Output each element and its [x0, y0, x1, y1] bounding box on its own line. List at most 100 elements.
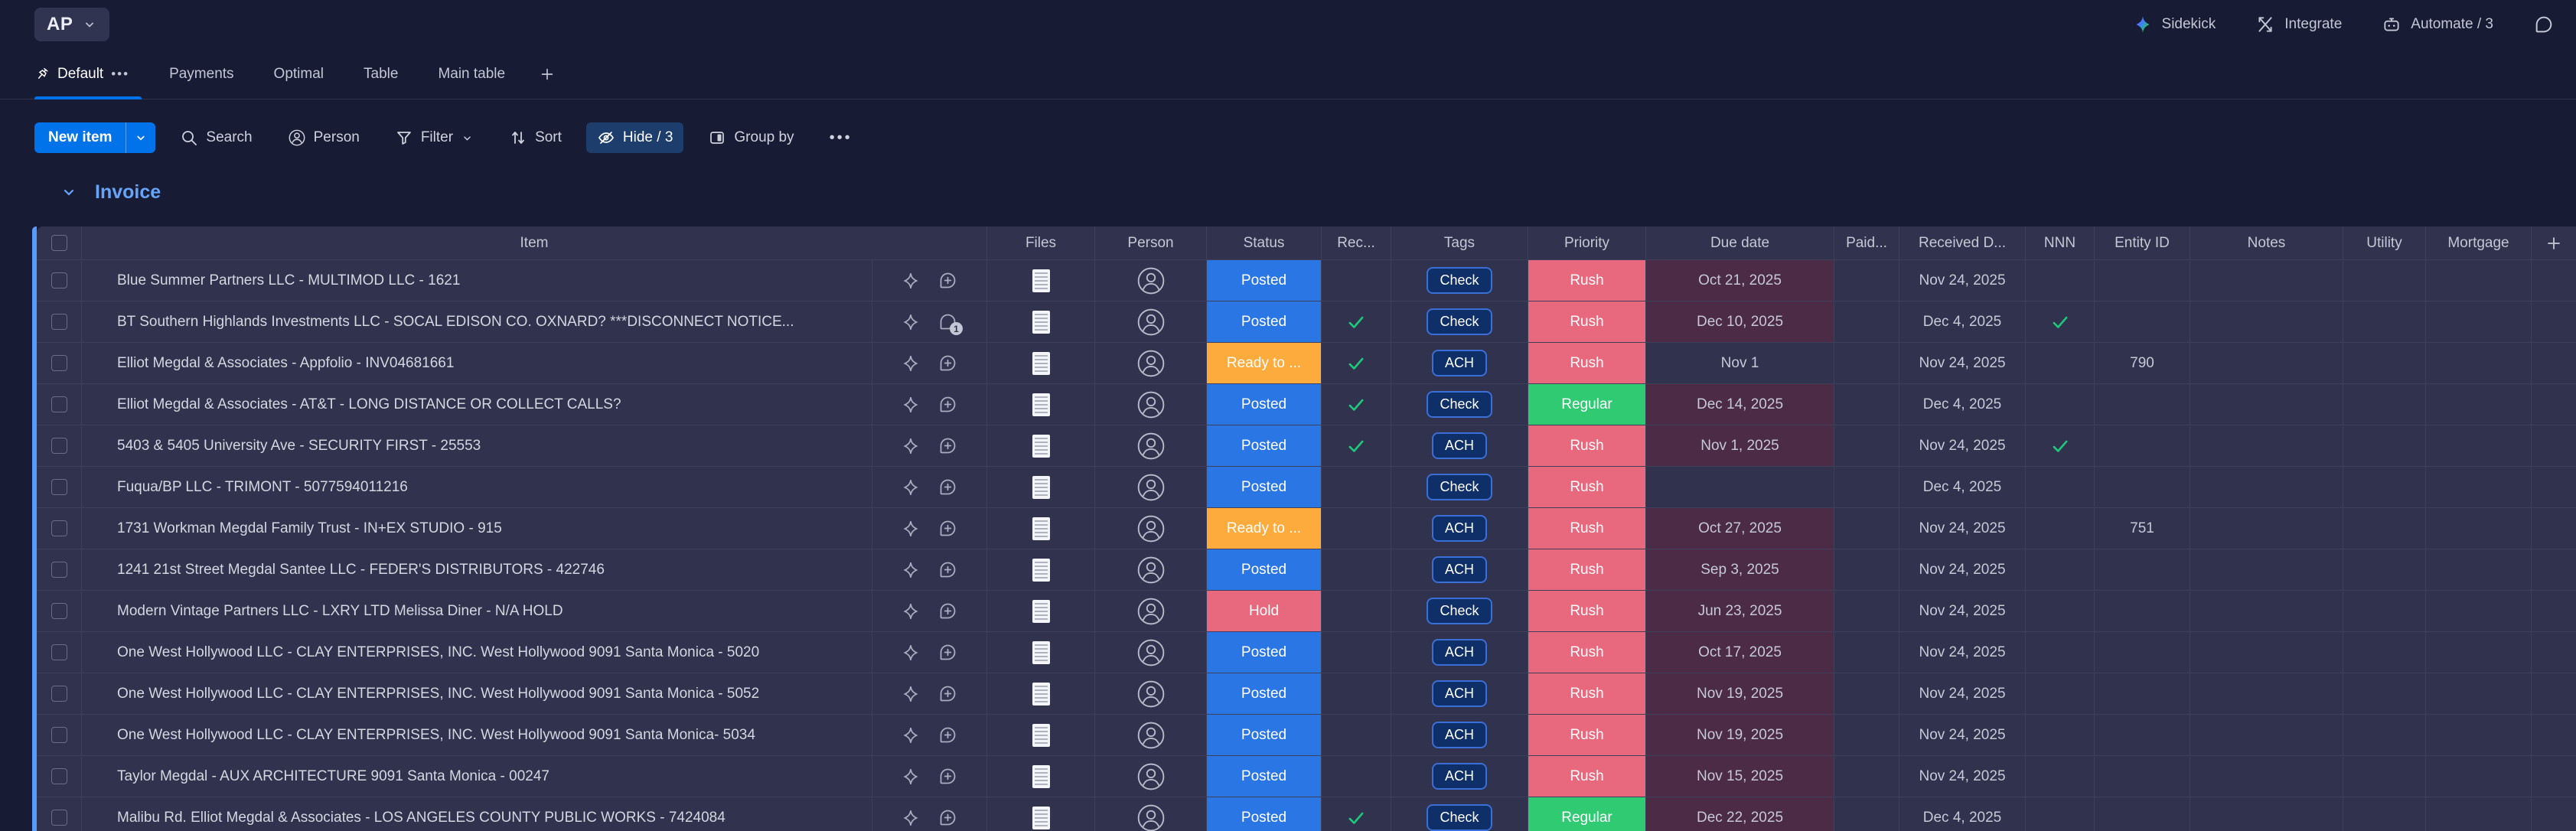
- tags-cell[interactable]: ACH: [1391, 632, 1528, 673]
- item-name-cell[interactable]: Elliot Megdal & Associates - Appfolio - …: [82, 343, 872, 384]
- utility-cell[interactable]: [2343, 260, 2426, 301]
- add-update-icon[interactable]: [937, 807, 958, 828]
- item-name-cell[interactable]: Taylor Megdal - AUX ARCHITECTURE 9091 Sa…: [82, 756, 872, 797]
- received-date-cell[interactable]: Dec 4, 2025: [1899, 301, 2026, 343]
- tag-pill[interactable]: ACH: [1431, 556, 1487, 583]
- mortgage-cell[interactable]: [2426, 591, 2532, 632]
- sparkle-icon[interactable]: [901, 271, 921, 291]
- status-cell[interactable]: Posted: [1207, 301, 1322, 343]
- received-date-cell[interactable]: Nov 24, 2025: [1899, 673, 2026, 715]
- notes-cell[interactable]: [2190, 715, 2343, 756]
- notes-cell[interactable]: [2190, 756, 2343, 797]
- tags-cell[interactable]: Check: [1391, 591, 1528, 632]
- row-checkbox[interactable]: [51, 644, 67, 660]
- person-cell[interactable]: [1095, 549, 1207, 591]
- group-collapse-icon[interactable]: [60, 183, 78, 201]
- add-update-icon[interactable]: [937, 725, 958, 745]
- file-thumbnail[interactable]: [1032, 723, 1050, 747]
- status-cell[interactable]: Posted: [1207, 797, 1322, 831]
- mortgage-cell[interactable]: [2426, 508, 2532, 549]
- item-name-cell[interactable]: BT Southern Highlands Investments LLC - …: [82, 301, 872, 343]
- received-date-cell[interactable]: Nov 24, 2025: [1899, 343, 2026, 384]
- priority-cell[interactable]: Rush: [1528, 301, 1646, 343]
- tags-cell[interactable]: Check: [1391, 797, 1528, 831]
- file-thumbnail[interactable]: [1032, 475, 1050, 499]
- paid-cell[interactable]: [1834, 384, 1899, 425]
- search-button[interactable]: Search: [169, 122, 262, 153]
- group-by-button[interactable]: Group by: [697, 122, 804, 153]
- priority-cell[interactable]: Regular: [1528, 384, 1646, 425]
- status-cell[interactable]: Posted: [1207, 756, 1322, 797]
- rec-cell[interactable]: [1322, 384, 1391, 425]
- priority-cell[interactable]: Rush: [1528, 343, 1646, 384]
- utility-cell[interactable]: [2343, 467, 2426, 508]
- rec-cell[interactable]: [1322, 632, 1391, 673]
- sparkle-icon[interactable]: [901, 767, 921, 787]
- due-date-cell[interactable]: Oct 21, 2025: [1646, 260, 1834, 301]
- utility-cell[interactable]: [2343, 591, 2426, 632]
- files-cell[interactable]: [987, 301, 1095, 343]
- due-date-cell[interactable]: [1646, 467, 1834, 508]
- due-date-cell[interactable]: Nov 19, 2025: [1646, 715, 1834, 756]
- row-checkbox[interactable]: [51, 810, 67, 826]
- add-update-icon[interactable]: [937, 601, 958, 621]
- tab-payments[interactable]: Payments: [169, 65, 234, 82]
- received-date-cell[interactable]: Dec 4, 2025: [1899, 467, 2026, 508]
- row-checkbox[interactable]: [51, 562, 67, 578]
- person-cell[interactable]: [1095, 384, 1207, 425]
- file-thumbnail[interactable]: [1032, 517, 1050, 540]
- mortgage-cell[interactable]: [2426, 756, 2532, 797]
- item-name-cell[interactable]: One West Hollywood LLC - CLAY ENTERPRISE…: [82, 632, 872, 673]
- entity-id-cell[interactable]: [2095, 384, 2190, 425]
- notes-cell[interactable]: [2190, 508, 2343, 549]
- priority-cell[interactable]: Rush: [1528, 632, 1646, 673]
- sparkle-icon[interactable]: [901, 395, 921, 415]
- tags-cell[interactable]: ACH: [1391, 508, 1528, 549]
- notes-cell[interactable]: [2190, 673, 2343, 715]
- tags-cell[interactable]: Check: [1391, 260, 1528, 301]
- add-update-icon[interactable]: [937, 766, 958, 787]
- notes-cell[interactable]: [2190, 384, 2343, 425]
- add-update-icon[interactable]: [937, 559, 958, 580]
- add-update-icon[interactable]: [937, 642, 958, 663]
- nnn-cell[interactable]: [2026, 467, 2095, 508]
- files-cell[interactable]: [987, 508, 1095, 549]
- item-name-cell[interactable]: Blue Summer Partners LLC - MULTIMOD LLC …: [82, 260, 872, 301]
- filter-button[interactable]: Filter: [384, 122, 484, 153]
- column-header-files[interactable]: Files: [987, 226, 1095, 260]
- priority-cell[interactable]: Rush: [1528, 591, 1646, 632]
- add-update-icon[interactable]: [937, 394, 958, 415]
- column-header-utility[interactable]: Utility: [2343, 226, 2426, 260]
- column-header-status[interactable]: Status: [1207, 226, 1322, 260]
- nnn-cell[interactable]: [2026, 715, 2095, 756]
- nnn-cell[interactable]: [2026, 425, 2095, 467]
- due-date-cell[interactable]: Dec 10, 2025: [1646, 301, 1834, 343]
- sparkle-icon[interactable]: [901, 808, 921, 828]
- nnn-cell[interactable]: [2026, 343, 2095, 384]
- integrate-button[interactable]: Integrate: [2255, 15, 2342, 34]
- paid-cell[interactable]: [1834, 632, 1899, 673]
- files-cell[interactable]: [987, 756, 1095, 797]
- item-name-cell[interactable]: 1731 Workman Megdal Family Trust - IN+EX…: [82, 508, 872, 549]
- received-date-cell[interactable]: Nov 24, 2025: [1899, 715, 2026, 756]
- notes-cell[interactable]: [2190, 425, 2343, 467]
- paid-cell[interactable]: [1834, 467, 1899, 508]
- mortgage-cell[interactable]: [2426, 260, 2532, 301]
- received-date-cell[interactable]: Nov 24, 2025: [1899, 591, 2026, 632]
- rec-cell[interactable]: [1322, 260, 1391, 301]
- tag-pill[interactable]: Check: [1427, 267, 1492, 294]
- person-cell[interactable]: [1095, 797, 1207, 831]
- file-thumbnail[interactable]: [1032, 434, 1050, 458]
- tags-cell[interactable]: ACH: [1391, 756, 1528, 797]
- paid-cell[interactable]: [1834, 549, 1899, 591]
- due-date-cell[interactable]: Jun 23, 2025: [1646, 591, 1834, 632]
- row-checkbox[interactable]: [51, 438, 67, 454]
- files-cell[interactable]: [987, 715, 1095, 756]
- files-cell[interactable]: [987, 591, 1095, 632]
- entity-id-cell[interactable]: [2095, 673, 2190, 715]
- nnn-cell[interactable]: [2026, 549, 2095, 591]
- column-header-rec[interactable]: Rec...: [1322, 226, 1391, 260]
- status-cell[interactable]: Posted: [1207, 673, 1322, 715]
- row-checkbox[interactable]: [51, 479, 67, 495]
- mortgage-cell[interactable]: [2426, 467, 2532, 508]
